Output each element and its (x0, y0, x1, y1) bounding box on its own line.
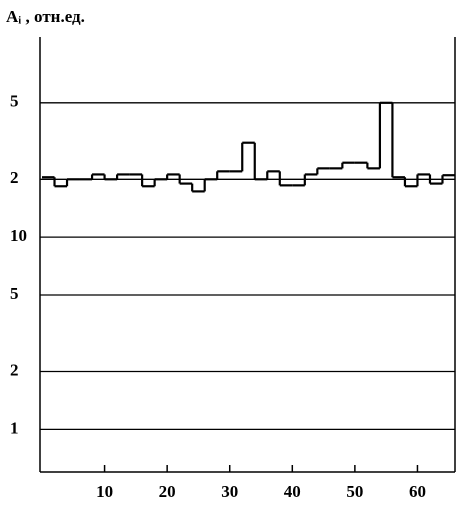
y-tick-label: 2 (10, 360, 19, 379)
y-tick-label: 10 (10, 226, 27, 245)
x-tick-label: 20 (159, 482, 176, 501)
x-tick-label: 40 (284, 482, 301, 501)
x-tick-label: 50 (346, 482, 363, 501)
y-tick-label: 5 (10, 284, 19, 303)
chart-title: Aᵢ , отн.ед. (6, 7, 85, 26)
y-tick-label: 2 (10, 168, 19, 187)
x-tick-label: 10 (96, 482, 113, 501)
y-tick-label: 5 (10, 92, 19, 111)
y-tick-label: 1 (10, 418, 19, 437)
x-tick-label: 30 (221, 482, 238, 501)
x-tick-label: 60 (409, 482, 426, 501)
